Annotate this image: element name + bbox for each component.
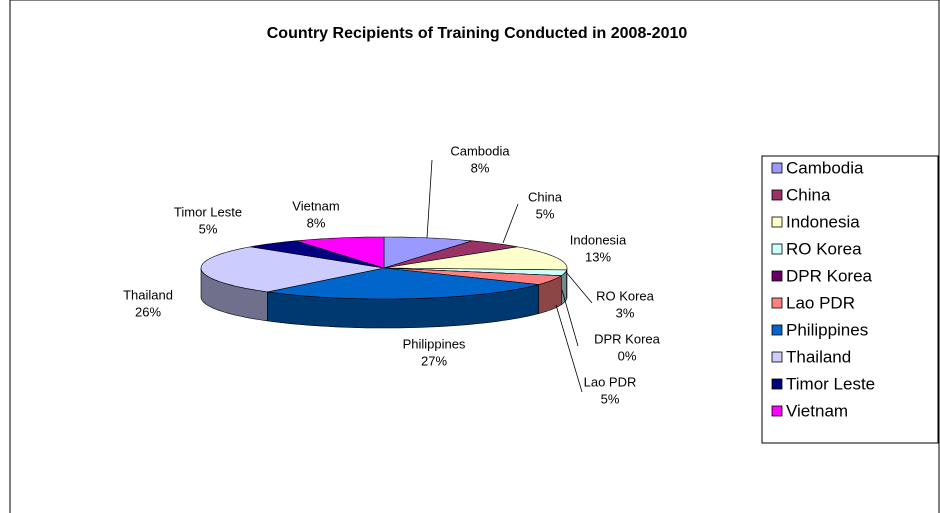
legend-label: Indonesia xyxy=(786,212,860,231)
legend-swatch xyxy=(771,216,783,228)
legend-swatch xyxy=(771,243,783,255)
leader-line xyxy=(555,304,583,393)
data-label: 5% xyxy=(601,391,620,406)
legend-label: Lao PDR xyxy=(786,293,855,312)
data-label: 26% xyxy=(135,304,161,319)
leader-line xyxy=(502,203,519,244)
data-label-name: Vietnam xyxy=(292,198,339,213)
data-label: 5% xyxy=(199,221,218,236)
slice xyxy=(250,240,385,269)
legend-swatch xyxy=(771,405,783,417)
legend-swatch xyxy=(771,189,783,201)
legend-swatch xyxy=(771,297,783,309)
slice xyxy=(383,236,473,269)
slice xyxy=(383,240,518,269)
slice xyxy=(295,236,385,269)
data-label-name: RO Korea xyxy=(596,288,655,303)
data-label-name: Timor Leste xyxy=(174,204,242,219)
data-label-name: Thailand xyxy=(123,287,173,302)
slice xyxy=(383,246,568,271)
leader-line xyxy=(426,159,433,239)
data-label: 27% xyxy=(421,353,447,368)
data-label: 3% xyxy=(616,305,635,320)
slice xyxy=(200,246,385,293)
chart-title: Country Recipients of Training Conducted… xyxy=(267,25,688,42)
legend-box xyxy=(761,155,939,444)
data-label-name: Lao PDR xyxy=(584,374,637,389)
data-label-name: Philippines xyxy=(403,336,466,351)
data-label-name: Cambodia xyxy=(450,143,510,158)
data-label-name: China xyxy=(528,189,563,204)
legend-swatch xyxy=(771,351,783,363)
legend-label: China xyxy=(786,185,831,204)
legend-label: Vietnam xyxy=(786,401,848,420)
legend-swatch xyxy=(771,270,783,282)
legend-label: Philippines xyxy=(786,320,868,339)
data-label: 8% xyxy=(307,215,326,230)
legend-label: Cambodia xyxy=(786,158,864,177)
data-label: 0% xyxy=(618,348,637,363)
data-label-name: Indonesia xyxy=(570,232,627,247)
legend-label: RO Korea xyxy=(786,239,862,258)
legend-label: DPR Korea xyxy=(786,266,873,285)
legend-swatch xyxy=(771,378,783,390)
data-label: 13% xyxy=(585,249,611,264)
legend-label: Thailand xyxy=(786,347,851,366)
data-label: 5% xyxy=(536,206,555,221)
data-label: 8% xyxy=(471,160,490,175)
legend-swatch xyxy=(771,162,783,174)
legend-swatch xyxy=(771,324,783,336)
slice xyxy=(267,267,539,300)
slice xyxy=(383,267,563,285)
leader-line xyxy=(561,289,579,347)
leader-line xyxy=(565,271,593,304)
legend-label: Timor Leste xyxy=(786,374,875,393)
data-label-name: DPR Korea xyxy=(594,331,661,346)
